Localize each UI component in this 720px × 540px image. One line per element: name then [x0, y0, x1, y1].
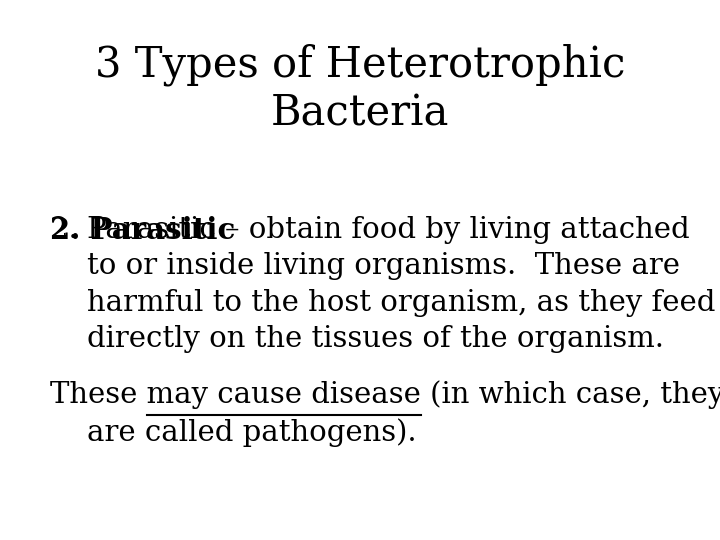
- Text: 2. Parasitic – obtain food by living attached
    to or inside living organisms.: 2. Parasitic – obtain food by living att…: [50, 216, 716, 353]
- Text: 2. Parasitic: 2. Parasitic: [50, 216, 235, 245]
- Text: 3 Types of Heterotrophic
Bacteria: 3 Types of Heterotrophic Bacteria: [95, 43, 625, 134]
- Text: These may cause disease (in which case, they
    are called pathogens).: These may cause disease (in which case, …: [50, 381, 720, 447]
